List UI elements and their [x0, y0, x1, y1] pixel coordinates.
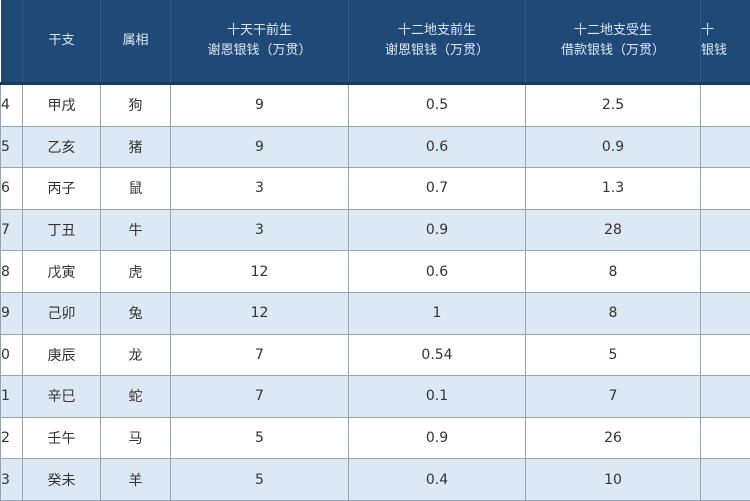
- cell-zodiac: 猪: [101, 126, 171, 168]
- column-header-dizhi-loan: 十二地支受生借款银钱（万贯）: [526, 0, 701, 84]
- cell-zodiac: 马: [101, 417, 171, 459]
- cell-dizhi-loan: 0.9: [526, 126, 701, 168]
- column-header-partial: 十银钱: [701, 0, 750, 84]
- cell-tiangan-thanks: 5: [171, 459, 349, 501]
- cell-partial: [701, 459, 750, 501]
- header-line1: 十: [701, 21, 750, 41]
- cell-ganzhi: 丙子: [23, 168, 101, 210]
- cell-index: 3: [1, 459, 23, 501]
- cell-partial: [701, 209, 750, 251]
- cell-ganzhi: 戊寅: [23, 251, 101, 293]
- cell-dizhi-thanks: 0.6: [349, 251, 526, 293]
- header-line1: 属相: [101, 31, 170, 51]
- cell-tiangan-thanks: 7: [171, 376, 349, 418]
- cell-tiangan-thanks: 12: [171, 251, 349, 293]
- cell-ganzhi: 壬午: [23, 417, 101, 459]
- cell-zodiac: 羊: [101, 459, 171, 501]
- cell-tiangan-thanks: 3: [171, 209, 349, 251]
- cell-ganzhi: 丁丑: [23, 209, 101, 251]
- cell-partial: [701, 168, 750, 210]
- cell-dizhi-thanks: 0.4: [349, 459, 526, 501]
- header-line1: 干支: [23, 31, 100, 51]
- column-header-dizhi-thanks: 十二地支前生谢恩银钱（万贯）: [349, 0, 526, 84]
- cell-ganzhi: 甲戌: [23, 84, 101, 127]
- cell-dizhi-loan: 10: [526, 459, 701, 501]
- header-row: 干支属相十天干前生谢恩银钱（万贯）十二地支前生谢恩银钱（万贯）十二地支受生借款银…: [1, 0, 750, 84]
- cell-dizhi-thanks: 0.9: [349, 209, 526, 251]
- cell-dizhi-loan: 1.3: [526, 168, 701, 210]
- cell-dizhi-loan: 2.5: [526, 84, 701, 127]
- cell-tiangan-thanks: 7: [171, 334, 349, 376]
- cell-zodiac: 蛇: [101, 376, 171, 418]
- cell-index: 5: [1, 126, 23, 168]
- cell-zodiac: 鼠: [101, 168, 171, 210]
- header-line2: 银钱: [701, 41, 750, 61]
- cell-zodiac: 龙: [101, 334, 171, 376]
- column-header-ganzhi: 干支: [23, 0, 101, 84]
- cell-index: 9: [1, 292, 23, 334]
- cell-dizhi-loan: 5: [526, 334, 701, 376]
- cell-ganzhi: 庚辰: [23, 334, 101, 376]
- cell-dizhi-loan: 8: [526, 251, 701, 293]
- cell-tiangan-thanks: 9: [171, 126, 349, 168]
- cell-dizhi-thanks: 0.5: [349, 84, 526, 127]
- column-header-zodiac: 属相: [101, 0, 171, 84]
- header-line2: 谢恩银钱（万贯）: [171, 41, 348, 61]
- cell-dizhi-loan: 28: [526, 209, 701, 251]
- cell-tiangan-thanks: 9: [171, 84, 349, 127]
- cell-index: 4: [1, 84, 23, 127]
- cell-dizhi-thanks: 0.6: [349, 126, 526, 168]
- cell-partial: [701, 376, 750, 418]
- column-header-index: [1, 0, 23, 84]
- cell-ganzhi: 癸未: [23, 459, 101, 501]
- cell-index: 0: [1, 334, 23, 376]
- cell-zodiac: 牛: [101, 209, 171, 251]
- cell-zodiac: 虎: [101, 251, 171, 293]
- header-line2: 谢恩银钱（万贯）: [349, 41, 525, 61]
- cell-dizhi-thanks: 0.54: [349, 334, 526, 376]
- cell-dizhi-thanks: 0.1: [349, 376, 526, 418]
- cell-index: 7: [1, 209, 23, 251]
- cell-ganzhi: 己卯: [23, 292, 101, 334]
- cell-partial: [701, 251, 750, 293]
- cell-partial: [701, 84, 750, 127]
- column-header-tiangan-thanks: 十天干前生谢恩银钱（万贯）: [171, 0, 349, 84]
- cell-ganzhi: 乙亥: [23, 126, 101, 168]
- cell-tiangan-thanks: 5: [171, 417, 349, 459]
- cell-tiangan-thanks: 3: [171, 168, 349, 210]
- header-line1: 十二地支前生: [349, 21, 525, 41]
- cell-index: 2: [1, 417, 23, 459]
- cell-partial: [701, 292, 750, 334]
- cell-dizhi-thanks: 0.9: [349, 417, 526, 459]
- header-line1: 十天干前生: [171, 21, 348, 41]
- cell-dizhi-loan: 8: [526, 292, 701, 334]
- cell-index: 1: [1, 376, 23, 418]
- cell-dizhi-thanks: 0.7: [349, 168, 526, 210]
- cell-ganzhi: 辛巳: [23, 376, 101, 418]
- header-line1: 十二地支受生: [526, 21, 700, 41]
- cell-partial: [701, 334, 750, 376]
- cell-tiangan-thanks: 12: [171, 292, 349, 334]
- cell-index: 8: [1, 251, 23, 293]
- cell-zodiac: 兔: [101, 292, 171, 334]
- cell-dizhi-loan: 26: [526, 417, 701, 459]
- cell-index: 6: [1, 168, 23, 210]
- cell-dizhi-thanks: 1: [349, 292, 526, 334]
- cell-zodiac: 狗: [101, 84, 171, 127]
- cell-dizhi-loan: 7: [526, 376, 701, 418]
- header-line2: 借款银钱（万贯）: [526, 41, 700, 61]
- cell-partial: [701, 126, 750, 168]
- cell-partial: [701, 417, 750, 459]
